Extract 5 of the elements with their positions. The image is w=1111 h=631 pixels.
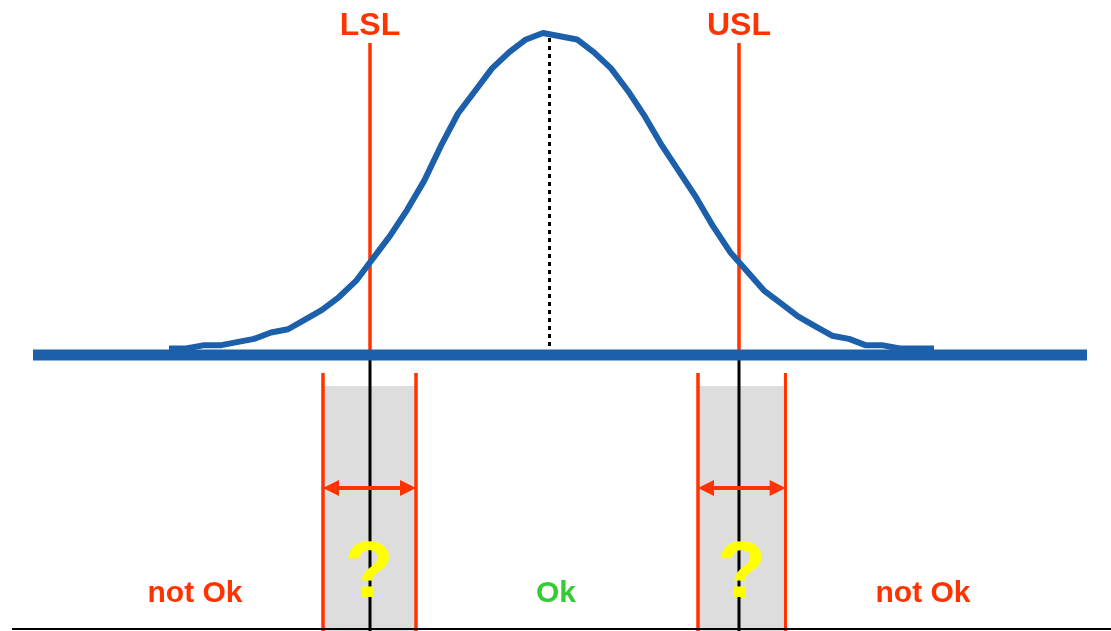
text: not Ok bbox=[147, 575, 243, 608]
text: Ok bbox=[535, 575, 577, 608]
text: not Ok bbox=[875, 575, 971, 608]
annotation: LSL bbox=[339, 6, 401, 42]
annotation: USL bbox=[707, 6, 771, 42]
